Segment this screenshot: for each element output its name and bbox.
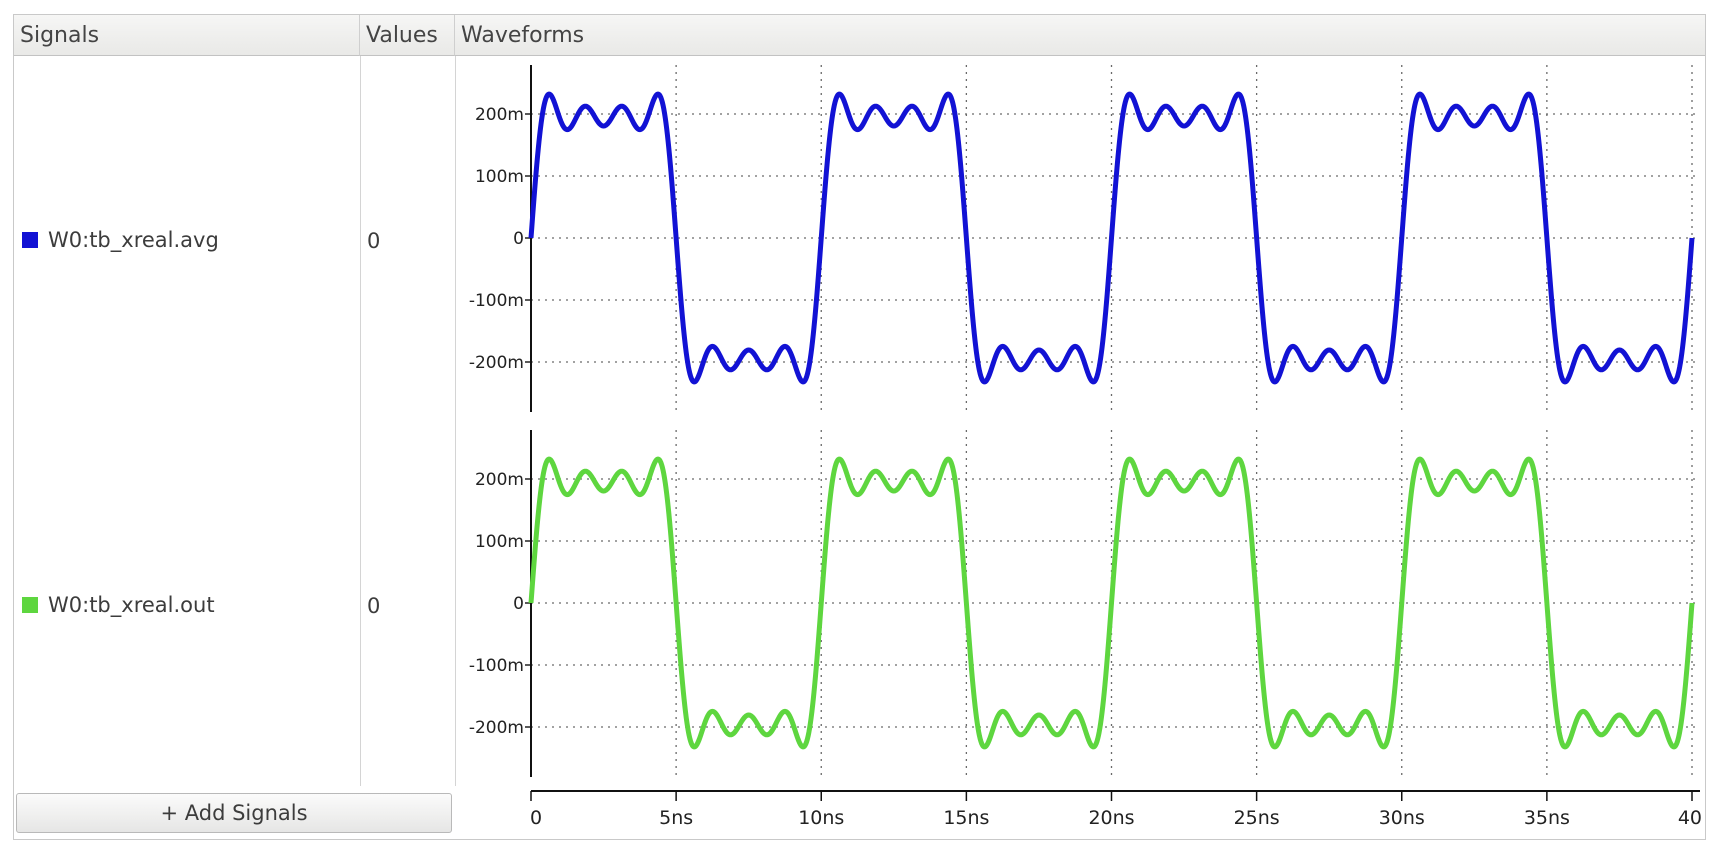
- signals-values-divider[interactable]: [360, 56, 361, 786]
- signal-row-avg[interactable]: W0:tb_xreal.avg: [22, 225, 219, 255]
- waveform-viewer-panel: [13, 14, 1706, 840]
- waveform-plot-avg[interactable]: 200m 100m 0 -100m -200m: [469, 65, 1700, 412]
- signal-color-swatch: [22, 232, 38, 248]
- waveform-trace-avg: [528, 91, 1695, 385]
- signal-color-swatch: [22, 597, 38, 613]
- signal-value: 0: [367, 594, 381, 618]
- x-tick-label: 5ns: [659, 807, 693, 829]
- y-tick-label: 0: [513, 594, 524, 614]
- values-waveforms-divider[interactable]: [455, 56, 456, 786]
- y-tick-label: -100m: [469, 656, 524, 676]
- values-column-header[interactable]: Values: [360, 15, 455, 56]
- signal-row-out[interactable]: W0:tb_xreal.out: [22, 590, 215, 620]
- y-tick-label: 200m: [475, 105, 524, 125]
- y-tick-label: 100m: [475, 167, 524, 187]
- x-tick-label: 35ns: [1524, 807, 1570, 829]
- waveform-plot-out[interactable]: 200m 100m 0 -100m -200m: [469, 430, 1700, 777]
- y-tick-label: -100m: [469, 291, 524, 311]
- x-tick-label: 20ns: [1088, 807, 1134, 829]
- signal-name: W0:tb_xreal.avg: [48, 228, 219, 252]
- waveforms-column-header[interactable]: Waveforms: [455, 15, 1705, 56]
- y-tick-label: 0: [513, 229, 524, 249]
- signal-value: 0: [367, 229, 381, 253]
- x-tick-label: 15ns: [943, 807, 989, 829]
- y-tick-label: -200m: [469, 718, 524, 738]
- x-tick-label: 10ns: [798, 807, 844, 829]
- waveform-trace-out: [528, 456, 1695, 750]
- signal-name: W0:tb_xreal.out: [48, 593, 215, 617]
- add-signals-button[interactable]: + Add Signals: [16, 793, 452, 833]
- x-tick-label: 0: [530, 807, 542, 829]
- y-tick-label: -200m: [469, 353, 524, 373]
- y-tick-label: 200m: [475, 470, 524, 490]
- time-axis: 0 5ns 10ns 15ns 20ns 25ns 30ns 35ns 40: [530, 790, 1702, 829]
- y-tick-label: 100m: [475, 532, 524, 552]
- x-tick-label: 30ns: [1379, 807, 1425, 829]
- x-tick-label: 40: [1678, 807, 1702, 829]
- signals-column-header[interactable]: Signals: [14, 15, 360, 56]
- x-tick-label: 25ns: [1234, 807, 1280, 829]
